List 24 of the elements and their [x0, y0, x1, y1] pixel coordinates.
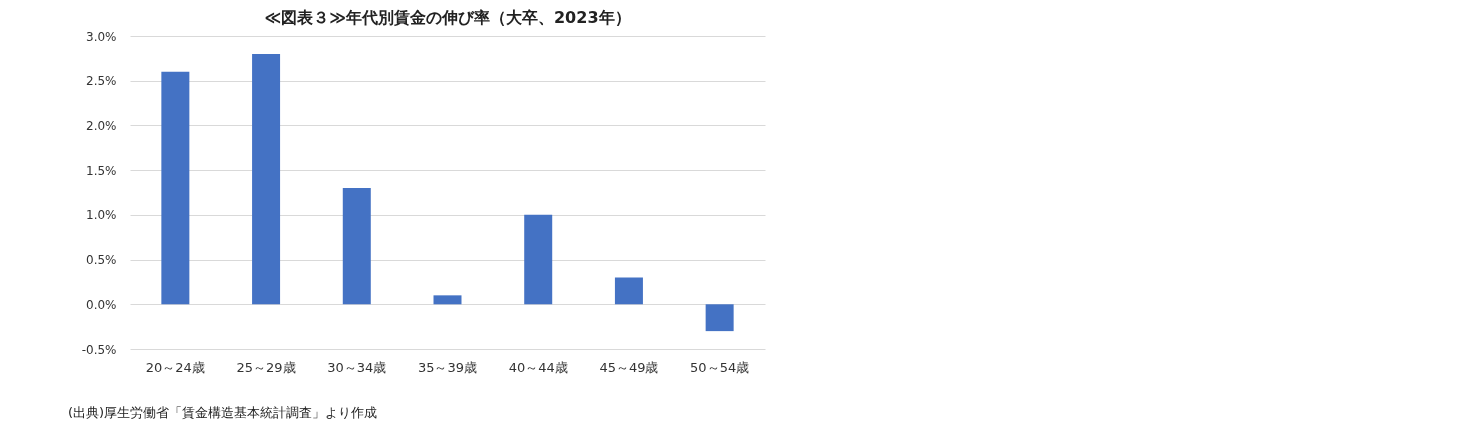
x-tick-label: 25～29歳	[236, 359, 296, 375]
x-tick-label: 35～39歳	[417, 359, 478, 375]
y-tick-label: 2.5%	[86, 74, 117, 89]
y-tick-label: 3.0%	[86, 29, 117, 44]
x-tick-label: 20～24歳	[145, 359, 205, 375]
bar	[614, 277, 643, 305]
bar	[524, 214, 553, 305]
bar	[342, 188, 371, 305]
y-tick-label: 1.0%	[86, 208, 117, 223]
bar	[161, 71, 190, 305]
x-tick-label: 50～54歳	[690, 359, 750, 375]
bar	[433, 295, 462, 305]
bar	[252, 53, 281, 305]
y-tick-label: 2.0%	[86, 118, 117, 133]
x-tick-label: 30～34歳	[327, 359, 387, 375]
y-tick-label: 0.5%	[86, 253, 117, 268]
x-tick-label: 40～44歳	[508, 359, 568, 375]
y-tick-label: -0.5%	[81, 342, 117, 357]
y-tick-label: 1.5%	[86, 163, 117, 178]
text: (出典)厚生労働省「賃金構造基本統計調査」より作成	[68, 405, 378, 420]
y-tick-label: 0.0%	[86, 297, 117, 312]
bar	[705, 304, 734, 332]
chart-title: ≪図表３≫年代別賃金の伸び率（大卒、2023年）	[264, 8, 631, 27]
x-tick-label: 45～49歳	[599, 359, 659, 375]
